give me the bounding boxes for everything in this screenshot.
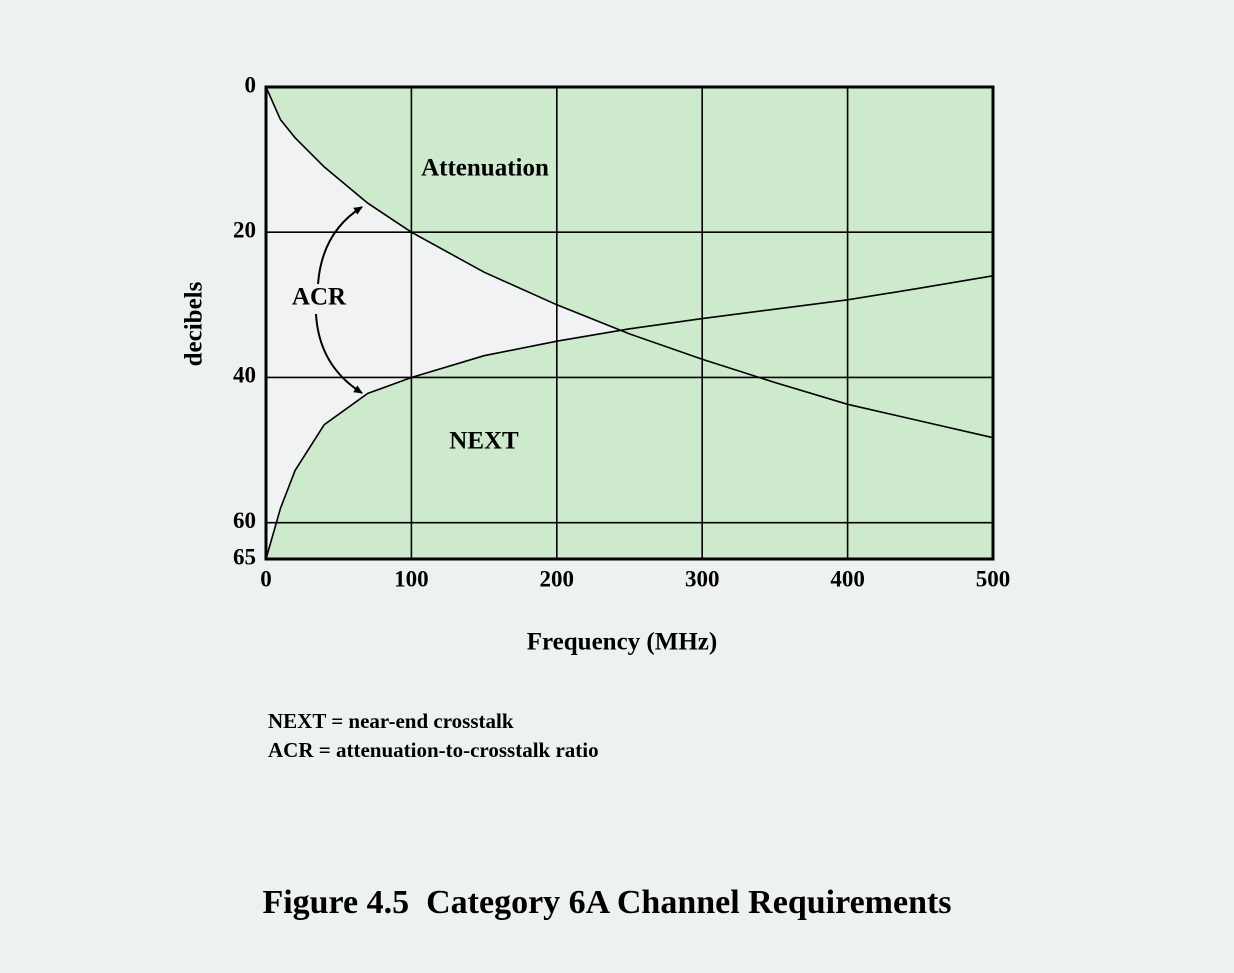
x-tick-label: 300	[685, 566, 720, 591]
series-label: Attenuation	[421, 155, 549, 182]
note: ACR = attenuation-to-crosstalk ratio	[268, 738, 599, 762]
x-tick-label: 400	[830, 566, 865, 591]
note: NEXT = near-end crosstalk	[268, 709, 514, 733]
x-tick-label: 100	[394, 566, 429, 591]
y-tick-label: 40	[233, 363, 256, 388]
annotation: ACR	[292, 284, 347, 311]
y-axis-title: decibels	[181, 281, 208, 366]
acr-arrow	[317, 206, 363, 285]
y-tick-label: 0	[245, 72, 257, 97]
series-line	[265, 275, 994, 560]
series-line	[265, 86, 994, 439]
x-tick-label: 0	[260, 566, 272, 591]
acr-arrow	[315, 313, 363, 394]
y-tick-label: 65	[233, 544, 256, 569]
x-tick-label: 500	[976, 566, 1011, 591]
plot-border	[264, 85, 995, 561]
y-tick-label: 20	[233, 218, 256, 243]
area-fill	[266, 275, 993, 559]
series-label: NEXT	[449, 428, 519, 455]
x-axis-title: Frequency (MHz)	[527, 629, 717, 656]
x-tick-label: 200	[540, 566, 575, 591]
caption: Figure 4.5 Category 6A Channel Requireme…	[262, 884, 951, 921]
y-tick-label: 60	[233, 508, 256, 533]
